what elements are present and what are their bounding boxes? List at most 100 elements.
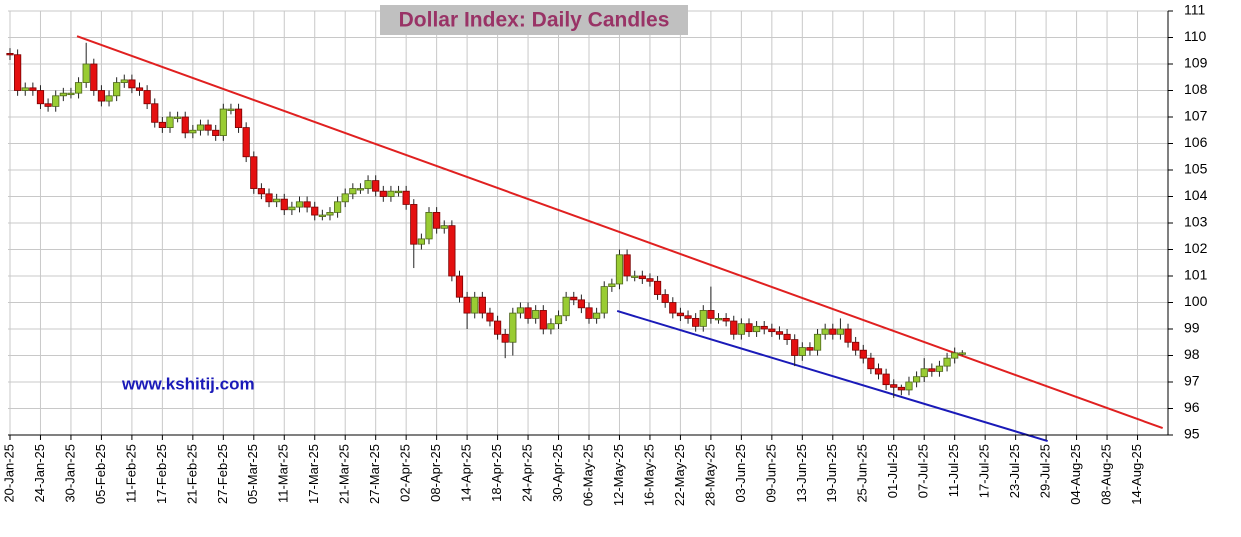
candle-body [265, 193, 273, 203]
candle-body [623, 254, 631, 277]
x-tick-label: 17-Jul-25 [977, 444, 992, 498]
candle-body [52, 95, 60, 107]
candle-body [303, 201, 311, 208]
candle-body [493, 320, 502, 335]
candle-body [242, 127, 250, 158]
x-tick-label: 06-May-25 [580, 444, 595, 506]
x-tick-label: 19-Jun-25 [824, 444, 839, 503]
candle-body [478, 296, 486, 314]
candle-body [798, 347, 806, 356]
candle-body [638, 275, 646, 280]
x-tick-label: 24-Jan-25 [32, 444, 47, 503]
y-tick-label: 105 [1184, 161, 1208, 177]
candle-body [151, 103, 159, 123]
candle-body [547, 323, 555, 330]
candle-body [113, 82, 121, 97]
candle-body [250, 156, 258, 189]
candle-body [394, 190, 403, 194]
candle-body [836, 328, 845, 335]
candle-body [737, 323, 745, 335]
candle-body [349, 188, 357, 195]
candle-body [501, 333, 509, 343]
candle-body [417, 238, 425, 245]
candle-body [935, 365, 944, 372]
candle-body [897, 386, 905, 391]
candle-body [874, 368, 883, 375]
candle-body [227, 108, 235, 111]
candle-body [562, 296, 570, 317]
y-tick-label: 109 [1184, 55, 1208, 71]
x-tick-label: 12-May-25 [611, 444, 626, 506]
candle-body [120, 79, 128, 83]
x-tick-label: 22-May-25 [672, 444, 687, 506]
x-tick-label: 05-Feb-25 [93, 444, 108, 504]
candle-body [859, 349, 867, 359]
candle-body [600, 286, 608, 314]
candle-body [59, 92, 67, 97]
candle-body [844, 328, 852, 343]
x-tick-label: 21-Feb-25 [184, 444, 199, 504]
candle-body [204, 124, 212, 131]
candle-body [295, 201, 304, 208]
candle-body [288, 206, 296, 211]
x-tick-label: 27-Mar-25 [367, 444, 382, 504]
candle-body [615, 254, 624, 285]
x-tick-label: 11-Feb-25 [123, 444, 138, 503]
x-tick-label: 05-Mar-25 [245, 444, 260, 504]
candle-body [6, 53, 14, 56]
candle-body [143, 90, 151, 105]
x-tick-label: 30-Jan-25 [62, 444, 77, 503]
candle-body [928, 368, 936, 372]
x-tick-label: 18-Apr-25 [489, 444, 504, 502]
y-tick-label: 100 [1184, 293, 1208, 309]
y-tick-label: 96 [1184, 399, 1200, 415]
x-tick-label: 28-May-25 [702, 444, 717, 506]
x-tick-label: 08-Aug-25 [1098, 444, 1113, 505]
y-tick-label: 106 [1184, 134, 1208, 150]
candle-body [234, 108, 243, 129]
x-tick-label: 23-Jul-25 [1007, 444, 1022, 498]
x-tick-label: 14-Apr-25 [459, 444, 474, 502]
grid [8, 10, 1168, 436]
x-tick-label: 17-Mar-25 [306, 444, 321, 504]
candle-body [951, 352, 959, 359]
candle-body [760, 325, 768, 330]
candle-body [82, 63, 90, 83]
candle-body [364, 180, 372, 189]
x-tick-label: 11-Jul-25 [946, 444, 961, 497]
candle-body [593, 312, 601, 319]
candle-body [273, 198, 281, 203]
trendline [616, 310, 1048, 443]
candle-body [707, 310, 715, 319]
candle-body [90, 63, 98, 91]
candle-body [532, 310, 540, 319]
candle-body [806, 347, 814, 351]
candle-body [21, 87, 29, 91]
candle-body [196, 124, 205, 131]
y-tick-label: 111 [1184, 2, 1205, 18]
candle-body [852, 341, 860, 351]
candle-body [433, 211, 441, 229]
candle-body [722, 317, 730, 322]
candle-body [166, 116, 174, 129]
y-tick-label: 107 [1184, 108, 1208, 124]
candle-body [714, 317, 723, 321]
candle-body [829, 328, 837, 335]
x-tick-label: 07-Jul-25 [916, 444, 931, 498]
candle-body [14, 54, 22, 91]
x-tick-label: 25-Jun-25 [855, 444, 870, 503]
x-tick-label: 04-Aug-25 [1068, 444, 1083, 505]
candle-body [280, 198, 288, 211]
candle-body [36, 90, 45, 105]
candle-body [425, 211, 433, 240]
candle-body [440, 225, 448, 229]
title-box [380, 5, 688, 35]
candle-body [326, 211, 334, 216]
x-tick-label: 29-Jul-25 [1038, 444, 1053, 498]
candle-body [524, 307, 532, 319]
candle-body [44, 103, 52, 107]
candle-body [448, 225, 456, 277]
candle-body [387, 190, 395, 197]
